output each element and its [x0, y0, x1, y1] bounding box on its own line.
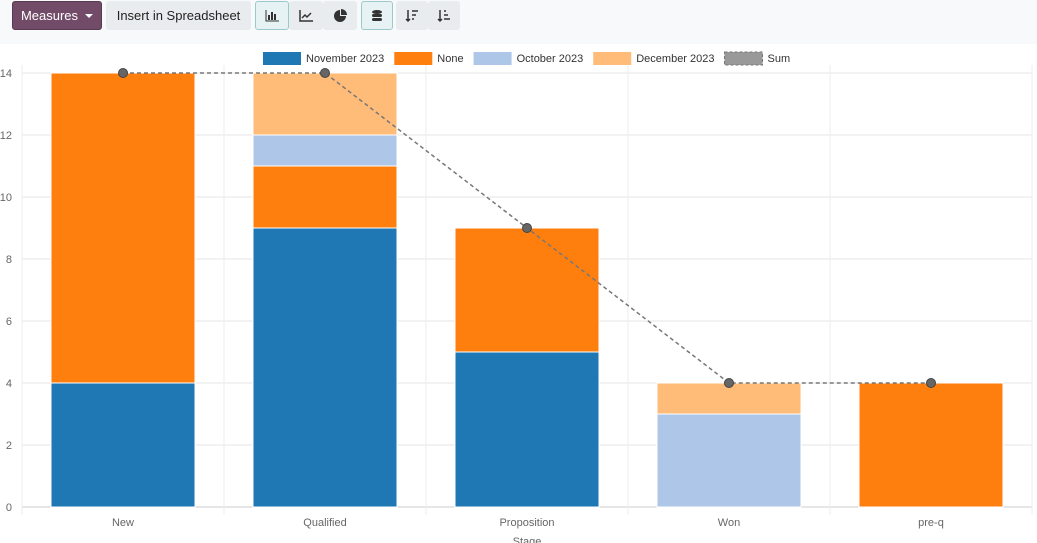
measures-label: Measures [20, 8, 79, 23]
sum-point [320, 68, 330, 78]
bar-none [454, 227, 600, 353]
measures-button[interactable]: Measures [12, 1, 102, 30]
bar-october-2023 [252, 134, 398, 167]
legend-swatch [593, 52, 632, 65]
line-chart-icon [299, 9, 313, 22]
bar-december-2023 [252, 72, 398, 136]
caret-down-icon [85, 13, 94, 18]
legend-swatch-sum [724, 51, 764, 66]
legend-label: October 2023 [517, 53, 584, 65]
bar-october-2023 [656, 413, 802, 508]
x-tick-label: Won [718, 517, 740, 529]
pie-chart-button[interactable] [323, 1, 357, 30]
y-tick-label: 4 [6, 378, 12, 390]
sort-descending-button[interactable] [396, 1, 428, 30]
legend-swatch [394, 52, 433, 65]
toolbar: Measures Insert in Spreadsheet [0, 0, 1037, 44]
bar-none [858, 382, 1004, 508]
sum-point [118, 68, 128, 78]
y-tick-label: 10 [0, 192, 12, 204]
insert-in-spreadsheet-button[interactable]: Insert in Spreadsheet [106, 1, 251, 30]
sum-point [522, 223, 532, 233]
stacked-button[interactable] [361, 1, 393, 30]
stacked-icon [372, 9, 382, 21]
pie-chart-icon [334, 8, 347, 22]
y-tick-label: 8 [6, 254, 12, 266]
bar-chart-button[interactable] [255, 1, 289, 30]
legend-label: Sum [768, 53, 791, 65]
bar-chart-icon [265, 9, 279, 21]
x-tick-label: Qualified [303, 517, 346, 529]
y-tick-label: 2 [6, 440, 12, 452]
sum-point [724, 378, 734, 388]
x-tick-label: Proposition [499, 517, 554, 529]
bar-none [252, 165, 398, 229]
legend-swatch [263, 52, 301, 65]
line-chart-button[interactable] [289, 1, 323, 30]
bar-november-2023 [454, 351, 600, 508]
sort-descending-icon [405, 9, 418, 22]
bar-november-2023 [50, 382, 196, 508]
bar-none [50, 72, 196, 384]
legend-swatch [473, 52, 512, 65]
sort-ascending-icon [437, 9, 450, 22]
legend-label: December 2023 [636, 53, 714, 65]
x-tick-label: New [112, 517, 134, 529]
bar-december-2023 [656, 382, 802, 415]
legend-label: November 2023 [306, 53, 384, 65]
legend-label: None [437, 53, 463, 65]
x-axis-label: Stage [513, 536, 542, 543]
y-tick-label: 12 [0, 130, 12, 142]
y-tick-label: 14 [0, 68, 12, 80]
y-tick-label: 0 [6, 502, 12, 514]
x-tick-label: pre-q [918, 517, 944, 529]
sort-ascending-button[interactable] [428, 1, 460, 30]
sum-point [926, 378, 936, 388]
bar-november-2023 [252, 227, 398, 508]
y-tick-label: 6 [6, 316, 12, 328]
